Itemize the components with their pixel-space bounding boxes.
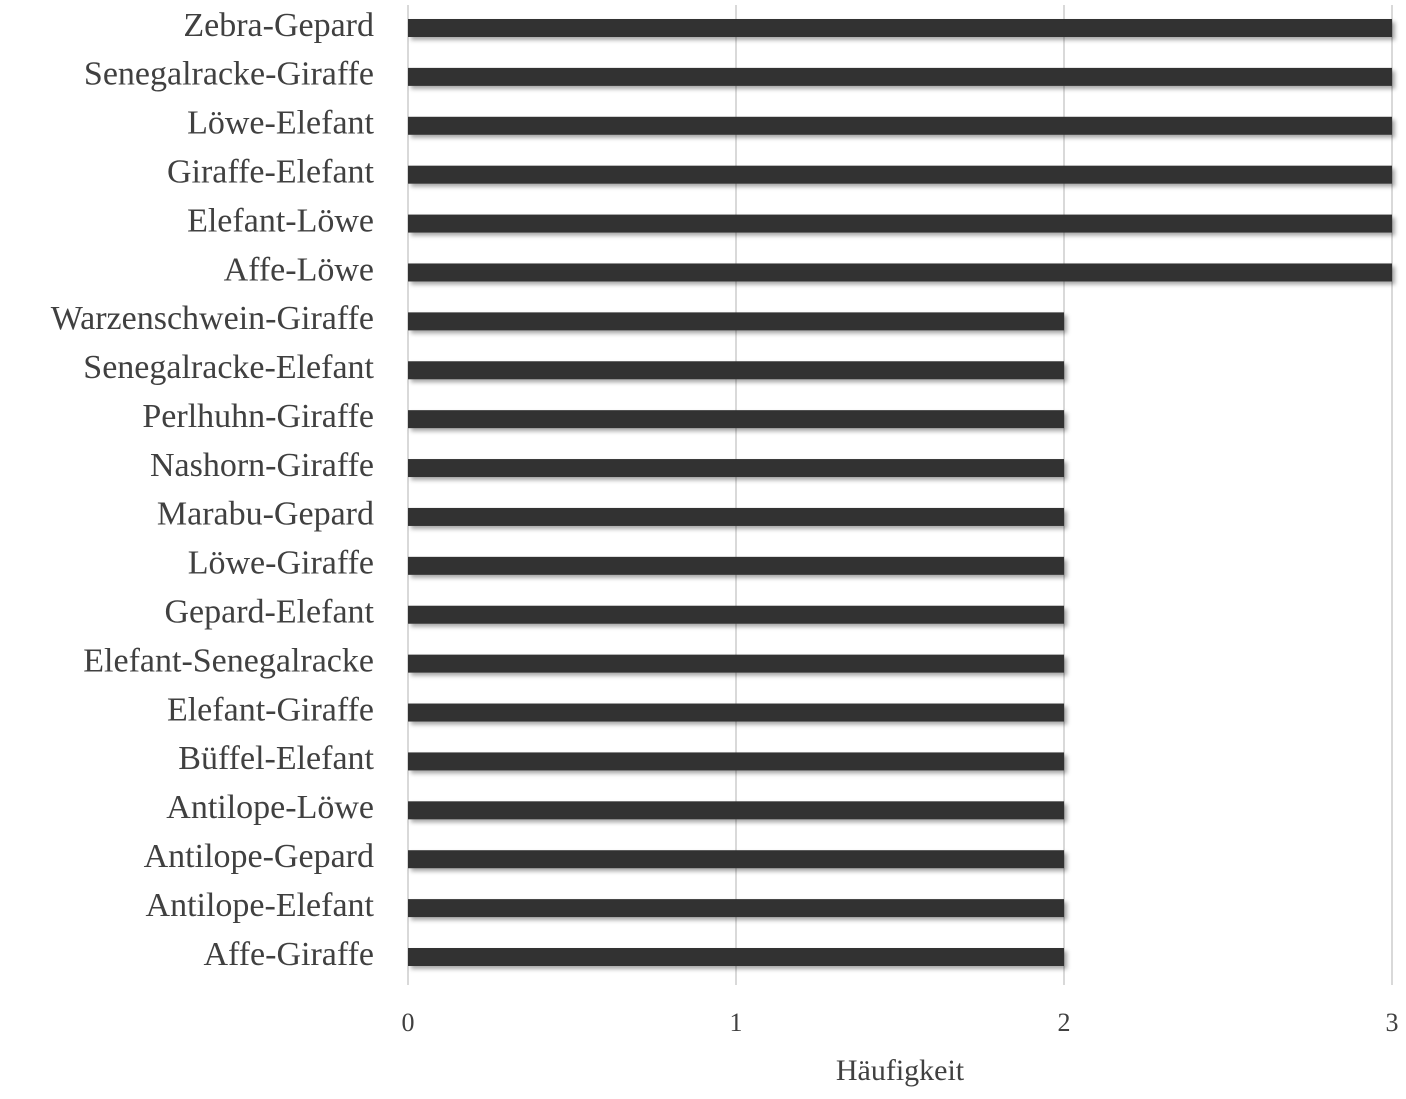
bar (408, 752, 1064, 771)
bar (408, 410, 1064, 429)
bar (408, 263, 1392, 282)
bar (408, 556, 1064, 575)
y-tick-label: Marabu-Gepard (157, 496, 374, 533)
y-tick-label: Antilope-Gepard (144, 838, 374, 875)
y-tick-label: Senegalracke-Giraffe (84, 56, 374, 93)
bar (408, 19, 1392, 37)
y-tick-label: Zebra-Gepard (183, 7, 374, 44)
bar (408, 703, 1064, 722)
y-tick-label: Gepard-Elefant (164, 594, 374, 631)
bar (408, 116, 1392, 135)
x-tick-label: 0 (402, 1008, 415, 1037)
y-tick-label: Senegalracke-Elefant (83, 349, 374, 386)
y-tick-label: Antilope-Elefant (146, 887, 375, 924)
bar (408, 361, 1064, 380)
bar (408, 605, 1064, 624)
y-tick-label: Giraffe-Elefant (167, 153, 375, 190)
bar (408, 850, 1064, 869)
y-tick-label: Elefant-Senegalracke (83, 642, 374, 679)
bar (408, 312, 1064, 331)
bar (408, 507, 1064, 526)
y-tick-label: Nashorn-Giraffe (150, 447, 374, 484)
bar (408, 948, 1064, 966)
x-axis-label: Häufigkeit (836, 1054, 965, 1087)
bar (408, 899, 1064, 918)
y-tick-label: Büffel-Elefant (178, 740, 374, 777)
y-tick-label: Löwe-Elefant (187, 105, 374, 142)
y-tick-label: Antilope-Löwe (166, 789, 374, 826)
bar (408, 654, 1064, 673)
y-tick-label: Elefant-Löwe (187, 202, 374, 239)
y-tick-label: Elefant-Giraffe (167, 691, 374, 728)
y-tick-label: Affe-Löwe (224, 251, 374, 288)
x-tick-label: 3 (1386, 1008, 1399, 1037)
y-tick-label: Affe-Giraffe (203, 936, 374, 973)
y-tick-label: Warzenschwein-Giraffe (51, 300, 374, 337)
bar (408, 67, 1392, 86)
bar (408, 459, 1064, 478)
bar (408, 165, 1392, 184)
y-tick-label: Perlhuhn-Giraffe (142, 398, 374, 435)
y-tick-label: Löwe-Giraffe (188, 545, 374, 582)
bar (408, 801, 1064, 820)
x-tick-label: 1 (730, 1008, 743, 1037)
bar (408, 214, 1392, 233)
x-tick-label: 2 (1058, 1008, 1071, 1037)
